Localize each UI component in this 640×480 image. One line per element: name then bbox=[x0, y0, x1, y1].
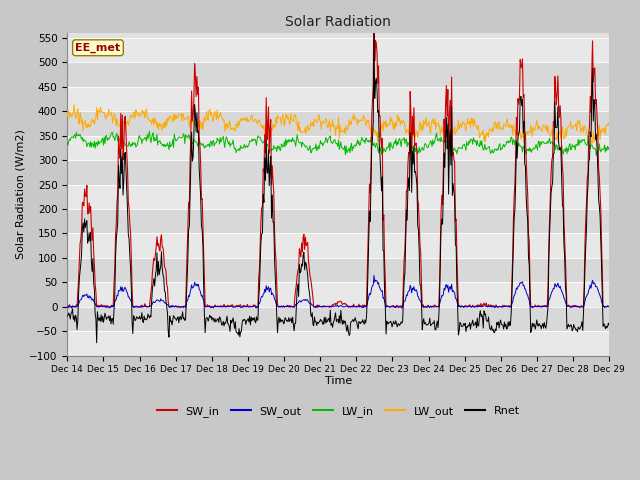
Bar bbox=[67, 136, 609, 160]
Bar bbox=[67, 62, 609, 87]
LW_in bbox=[405, 142, 413, 148]
Bar bbox=[67, 184, 609, 209]
SW_out bbox=[406, 288, 413, 294]
Bar bbox=[67, 87, 609, 111]
LW_out bbox=[588, 142, 596, 147]
LW_in bbox=[73, 133, 81, 139]
LW_out bbox=[185, 115, 193, 121]
SW_in bbox=[73, 303, 81, 309]
Bar bbox=[67, 307, 609, 331]
LW_out bbox=[74, 106, 82, 112]
LW_in bbox=[129, 139, 137, 145]
LW_in bbox=[185, 132, 193, 138]
LW_out bbox=[213, 107, 221, 113]
LW_out bbox=[70, 102, 78, 108]
LW_out bbox=[405, 132, 413, 138]
Line: SW_out: SW_out bbox=[67, 276, 609, 308]
LW_out bbox=[605, 122, 613, 128]
SW_in bbox=[129, 304, 137, 310]
LW_in bbox=[605, 144, 613, 150]
Bar bbox=[67, 160, 609, 184]
Bar bbox=[67, 111, 609, 136]
SW_in bbox=[212, 304, 220, 310]
Bar bbox=[67, 282, 609, 307]
SW_out bbox=[185, 293, 193, 299]
Rnet bbox=[130, 313, 138, 319]
Rnet bbox=[213, 316, 221, 322]
SW_in bbox=[405, 150, 413, 156]
LW_in bbox=[213, 135, 221, 141]
SW_in bbox=[184, 227, 192, 233]
Y-axis label: Solar Radiation (W/m2): Solar Radiation (W/m2) bbox=[15, 129, 25, 259]
Rnet bbox=[370, 31, 378, 36]
LW_in bbox=[420, 142, 428, 147]
SW_out bbox=[421, 303, 429, 309]
Bar bbox=[67, 258, 609, 282]
LW_out bbox=[130, 109, 138, 115]
SW_in bbox=[63, 304, 71, 310]
Line: LW_in: LW_in bbox=[67, 131, 609, 156]
Rnet bbox=[185, 226, 193, 232]
Title: Solar Radiation: Solar Radiation bbox=[285, 15, 391, 29]
Text: EE_met: EE_met bbox=[76, 43, 120, 53]
Line: SW_in: SW_in bbox=[67, 0, 609, 307]
SW_in bbox=[605, 303, 613, 309]
Legend: SW_in, SW_out, LW_in, LW_out, Rnet: SW_in, SW_out, LW_in, LW_out, Rnet bbox=[152, 401, 524, 421]
Rnet bbox=[406, 188, 413, 193]
LW_in bbox=[145, 128, 153, 134]
Bar bbox=[67, 38, 609, 62]
LW_in bbox=[593, 153, 600, 158]
X-axis label: Time: Time bbox=[324, 376, 352, 386]
SW_out bbox=[213, 304, 221, 310]
SW_out bbox=[605, 304, 613, 310]
Rnet bbox=[421, 320, 429, 325]
SW_out bbox=[74, 301, 82, 307]
SW_out bbox=[130, 305, 138, 311]
Rnet bbox=[605, 323, 613, 328]
Line: LW_out: LW_out bbox=[67, 105, 609, 144]
Bar bbox=[67, 209, 609, 233]
SW_out bbox=[63, 304, 71, 310]
Line: Rnet: Rnet bbox=[67, 34, 609, 343]
Bar bbox=[67, 233, 609, 258]
LW_in bbox=[63, 140, 71, 145]
LW_out bbox=[63, 114, 71, 120]
Rnet bbox=[73, 327, 81, 333]
SW_in bbox=[420, 304, 428, 310]
SW_out bbox=[370, 273, 378, 278]
Bar bbox=[67, 331, 609, 356]
Rnet bbox=[63, 313, 71, 319]
LW_out bbox=[420, 122, 428, 128]
SW_out bbox=[68, 305, 76, 311]
Rnet bbox=[93, 340, 100, 346]
